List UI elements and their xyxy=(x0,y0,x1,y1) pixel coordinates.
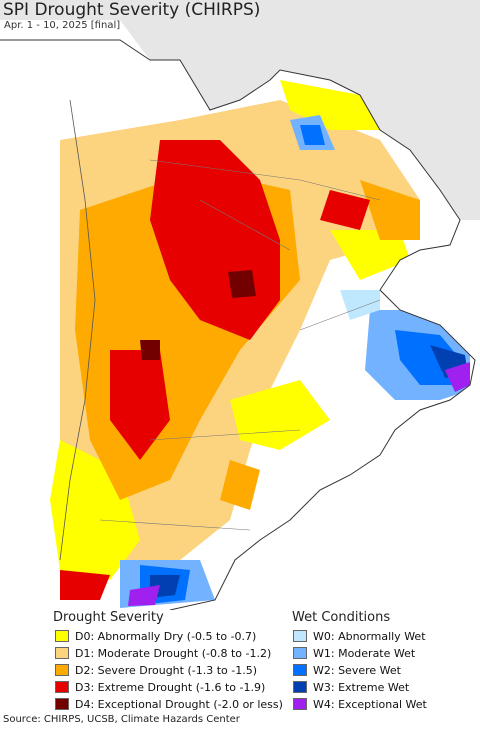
legend-swatch xyxy=(293,647,307,659)
legend-swatch xyxy=(293,681,307,693)
legend-swatch xyxy=(293,664,307,676)
legend-item-d4: D4: Exceptional Drought (-2.0 or less) xyxy=(55,696,283,712)
title-block: SPI Drought Severity (CHIRPS) Apr. 1 - 1… xyxy=(3,0,260,32)
legend-item-d0: D0: Abnormally Dry (-0.5 to -0.7) xyxy=(55,628,256,644)
legend-swatch xyxy=(293,698,307,710)
coastline xyxy=(0,39,476,610)
legend-label: D2: Severe Drought (-1.3 to -1.5) xyxy=(75,663,258,677)
map-title: SPI Drought Severity (CHIRPS) xyxy=(3,0,261,20)
map-area: SPI Drought Severity (CHIRPS) Apr. 1 - 1… xyxy=(0,0,480,610)
legend-label: W3: Extreme Wet xyxy=(313,680,410,694)
legend-label: D4: Exceptional Drought (-2.0 or less) xyxy=(75,697,283,711)
legend-label: D3: Extreme Drought (-1.6 to -1.9) xyxy=(75,680,266,694)
legend-swatch xyxy=(55,647,69,659)
legend-label: D1: Moderate Drought (-0.8 to -1.2) xyxy=(75,646,272,660)
legend-swatch xyxy=(55,664,69,676)
legend-swatch xyxy=(55,681,69,693)
province-borders xyxy=(99,159,381,531)
map-date: Apr. 1 - 10, 2025 [final] xyxy=(4,20,121,31)
legend: Drought Severity Wet Conditions D0: Abno… xyxy=(0,610,480,714)
wet-legend-heading: Wet Conditions xyxy=(292,610,391,625)
drought-map xyxy=(0,0,480,610)
legend-label: W0: Abnormally Wet xyxy=(313,629,426,643)
legend-label: W4: Exceptional Wet xyxy=(313,697,427,711)
legend-item-d3: D3: Extreme Drought (-1.6 to -1.9) xyxy=(55,679,265,695)
legend-item-w1: W1: Moderate Wet xyxy=(293,645,415,661)
legend-item-w0: W0: Abnormally Wet xyxy=(293,628,426,644)
legend-item-w2: W2: Severe Wet xyxy=(293,662,401,678)
andes-border xyxy=(59,99,96,561)
drought-legend-heading: Drought Severity xyxy=(53,610,164,625)
legend-label: W2: Severe Wet xyxy=(313,663,401,677)
legend-item-d2: D2: Severe Drought (-1.3 to -1.5) xyxy=(55,662,257,678)
legend-item-w3: W3: Extreme Wet xyxy=(293,679,409,695)
legend-swatch xyxy=(293,630,307,642)
legend-swatch xyxy=(55,630,69,642)
nodata-north xyxy=(0,0,480,220)
legend-item-w4: W4: Exceptional Wet xyxy=(293,696,427,712)
legend-item-d1: D1: Moderate Drought (-0.8 to -1.2) xyxy=(55,645,271,661)
legend-label: W1: Moderate Wet xyxy=(313,646,416,660)
source-credit: Source: CHIRPS, UCSB, Climate Hazards Ce… xyxy=(3,714,240,725)
legend-label: D0: Abnormally Dry (-0.5 to -0.7) xyxy=(75,629,257,643)
legend-swatch xyxy=(55,698,69,710)
